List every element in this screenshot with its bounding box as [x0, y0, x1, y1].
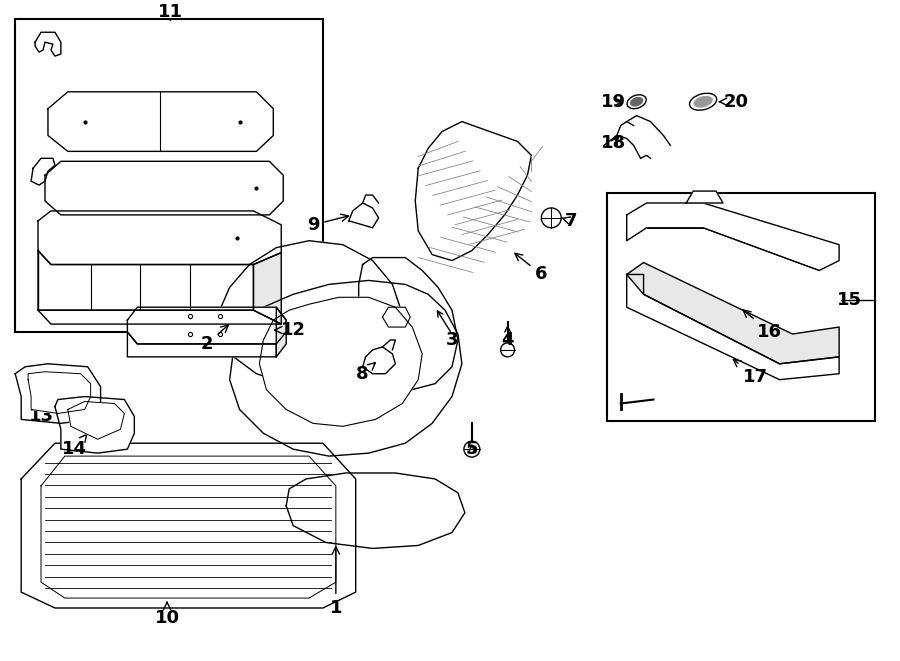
Text: 13: 13	[29, 397, 53, 426]
Polygon shape	[128, 307, 286, 344]
Text: 8: 8	[356, 363, 375, 383]
Polygon shape	[55, 397, 134, 453]
Polygon shape	[626, 262, 839, 364]
Text: 4: 4	[501, 331, 514, 349]
Text: 17: 17	[734, 360, 769, 386]
Polygon shape	[363, 347, 395, 373]
Polygon shape	[15, 364, 101, 423]
Text: 9: 9	[307, 214, 348, 234]
Polygon shape	[38, 211, 281, 264]
Ellipse shape	[630, 97, 644, 106]
Text: 3: 3	[446, 331, 458, 349]
Polygon shape	[687, 191, 723, 203]
Ellipse shape	[693, 96, 713, 108]
Bar	[15, 19, 323, 332]
Polygon shape	[68, 401, 124, 440]
Polygon shape	[230, 280, 462, 456]
Polygon shape	[220, 241, 402, 387]
Text: 19: 19	[601, 93, 626, 111]
Text: 12: 12	[274, 321, 306, 339]
Polygon shape	[415, 122, 531, 260]
Polygon shape	[41, 456, 336, 598]
Ellipse shape	[627, 95, 646, 108]
Polygon shape	[38, 251, 254, 310]
Text: 7: 7	[562, 212, 578, 230]
Polygon shape	[382, 307, 410, 327]
Text: 5: 5	[465, 440, 478, 458]
Polygon shape	[359, 258, 458, 389]
Text: 16: 16	[743, 310, 782, 341]
Text: 18: 18	[601, 134, 626, 153]
Polygon shape	[28, 371, 91, 413]
Polygon shape	[38, 310, 281, 324]
Bar	[607, 193, 875, 421]
Circle shape	[500, 343, 515, 357]
Text: 14: 14	[62, 434, 87, 458]
Text: 20: 20	[719, 93, 749, 111]
Polygon shape	[259, 297, 422, 426]
Polygon shape	[22, 444, 356, 608]
Polygon shape	[45, 161, 284, 215]
Polygon shape	[254, 253, 281, 324]
Polygon shape	[286, 473, 465, 549]
Text: 15: 15	[837, 292, 861, 309]
Polygon shape	[32, 159, 55, 185]
Polygon shape	[348, 203, 379, 228]
Text: 10: 10	[155, 602, 180, 627]
Text: 11: 11	[158, 3, 183, 21]
Ellipse shape	[689, 93, 716, 110]
Text: 6: 6	[515, 253, 547, 284]
Polygon shape	[626, 274, 839, 379]
Polygon shape	[35, 32, 61, 56]
Circle shape	[541, 208, 562, 228]
Polygon shape	[128, 332, 276, 357]
Polygon shape	[48, 92, 274, 151]
Text: 1: 1	[329, 547, 342, 617]
Text: 2: 2	[201, 325, 229, 353]
Polygon shape	[626, 203, 839, 270]
Polygon shape	[276, 307, 286, 357]
Circle shape	[464, 442, 480, 457]
